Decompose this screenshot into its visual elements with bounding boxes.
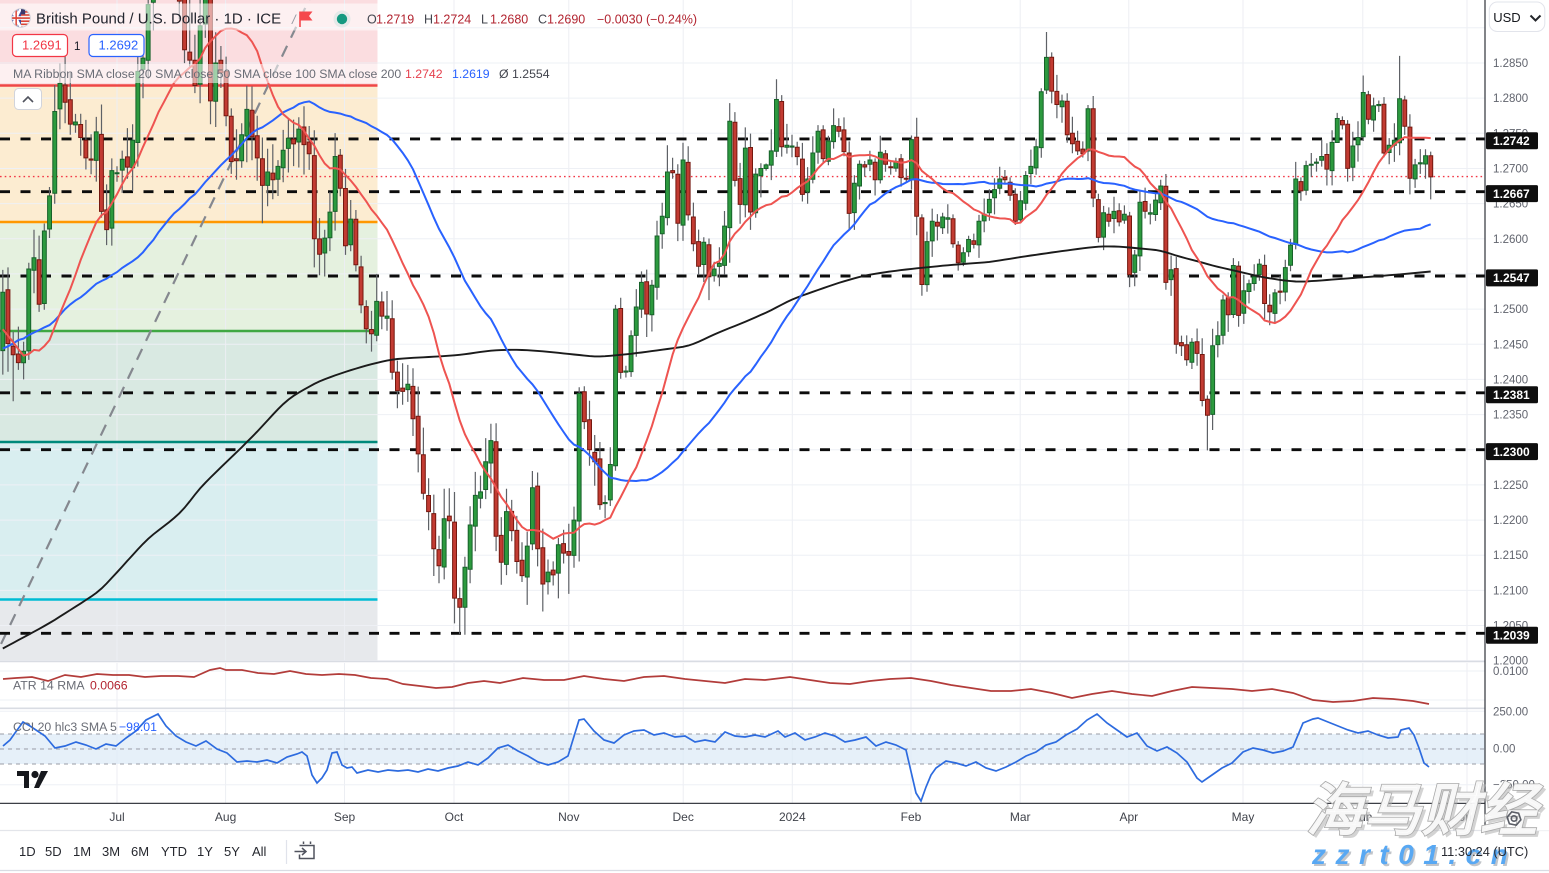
svg-text:1.2000: 1.2000	[1493, 656, 1528, 668]
svg-text:O: O	[367, 13, 377, 27]
svg-text:1.2039: 1.2039	[1493, 629, 1530, 643]
svg-text:Ø 1.2554: Ø 1.2554	[499, 67, 550, 81]
svg-text:Aug: Aug	[215, 810, 236, 824]
svg-text:1.2691: 1.2691	[22, 38, 62, 53]
svg-text:0.00: 0.00	[1493, 744, 1515, 756]
svg-text:1.2400: 1.2400	[1493, 374, 1528, 386]
svg-text:1.2100: 1.2100	[1493, 585, 1528, 597]
svg-text:1.2500: 1.2500	[1493, 304, 1528, 316]
svg-text:May: May	[1232, 810, 1255, 824]
svg-text:−0.0030 (−0.24%): −0.0030 (−0.24%)	[597, 13, 697, 27]
svg-text:1.2742: 1.2742	[405, 67, 443, 81]
svg-text:British Pound / U.S. Dollar ·: British Pound / U.S. Dollar · 1D · ICE	[36, 11, 281, 28]
svg-text:Dec: Dec	[673, 810, 694, 824]
svg-text:6M: 6M	[131, 844, 149, 859]
svg-text:1.2719: 1.2719	[376, 13, 414, 27]
svg-text:1Y: 1Y	[197, 844, 213, 859]
svg-text:1.2680: 1.2680	[490, 13, 528, 27]
svg-text:USD: USD	[1493, 10, 1520, 25]
svg-text:Jul: Jul	[109, 810, 124, 824]
svg-text:1.2742: 1.2742	[1493, 134, 1530, 148]
svg-text:Apr: Apr	[1119, 810, 1138, 824]
svg-text:−250.00: −250.00	[1493, 780, 1535, 792]
svg-text:1: 1	[74, 41, 80, 53]
svg-text:3M: 3M	[102, 844, 120, 859]
svg-text:/: /	[291, 12, 297, 27]
svg-text:11:30:24 (UTC): 11:30:24 (UTC)	[1441, 844, 1528, 859]
svg-text:1.2850: 1.2850	[1493, 58, 1528, 70]
svg-text:1D: 1D	[19, 844, 36, 859]
svg-text:5Y: 5Y	[224, 844, 240, 859]
svg-text:1.2300: 1.2300	[1493, 445, 1530, 459]
svg-text:1.2800: 1.2800	[1493, 93, 1528, 105]
svg-text:0.0066: 0.0066	[90, 679, 128, 693]
svg-text:1.2619: 1.2619	[452, 67, 490, 81]
svg-text:0.0100: 0.0100	[1493, 666, 1528, 678]
svg-text:1.2381: 1.2381	[1493, 388, 1530, 402]
svg-text:海马财经: 海马财经	[1309, 782, 1547, 846]
svg-text:1.2350: 1.2350	[1493, 410, 1528, 422]
svg-text:−98.01: −98.01	[119, 720, 157, 734]
svg-text:L: L	[481, 13, 488, 27]
svg-text:Jul: Jul	[1459, 810, 1474, 824]
svg-text:Oct: Oct	[445, 810, 464, 824]
svg-text:All: All	[252, 844, 267, 859]
svg-text:2024: 2024	[779, 810, 806, 824]
svg-text:1.2700: 1.2700	[1493, 164, 1528, 176]
svg-text:YTD: YTD	[161, 844, 187, 859]
svg-text:Feb: Feb	[901, 810, 922, 824]
svg-text:Nov: Nov	[558, 810, 579, 824]
svg-text:1.2667: 1.2667	[1493, 187, 1530, 201]
svg-text:1.2724: 1.2724	[433, 13, 471, 27]
svg-text:Jun: Jun	[1353, 810, 1372, 824]
svg-text:Sep: Sep	[334, 810, 356, 824]
svg-text:1.2250: 1.2250	[1493, 480, 1528, 492]
svg-text:1.2692: 1.2692	[99, 38, 139, 53]
svg-text:1.2690: 1.2690	[547, 13, 585, 27]
svg-text:CCI 20 hlc3 SMA 5: CCI 20 hlc3 SMA 5	[13, 720, 117, 734]
svg-text:zzrt01.cn: zzrt01.cn	[1313, 841, 1519, 872]
svg-text:C: C	[538, 13, 547, 27]
svg-text:MA Ribbon SMA close 20 SMA clo: MA Ribbon SMA close 20 SMA close 50 SMA …	[13, 67, 401, 81]
svg-text:1.2450: 1.2450	[1493, 339, 1528, 351]
svg-text:250.00: 250.00	[1493, 706, 1528, 718]
svg-text:ATR 14 RMA: ATR 14 RMA	[13, 679, 85, 693]
svg-text:H: H	[424, 13, 433, 27]
svg-text:1.2150: 1.2150	[1493, 550, 1528, 562]
svg-text:zzrt01.cn: zzrt01.cn	[1311, 839, 1517, 870]
svg-text:1.2600: 1.2600	[1493, 234, 1528, 246]
svg-text:海马财经: 海马财经	[1306, 779, 1544, 843]
svg-text:1.2200: 1.2200	[1493, 515, 1528, 527]
svg-text:5D: 5D	[45, 844, 62, 859]
svg-text:1M: 1M	[73, 844, 91, 859]
svg-text:Mar: Mar	[1010, 810, 1031, 824]
svg-text:1.2547: 1.2547	[1493, 271, 1530, 285]
